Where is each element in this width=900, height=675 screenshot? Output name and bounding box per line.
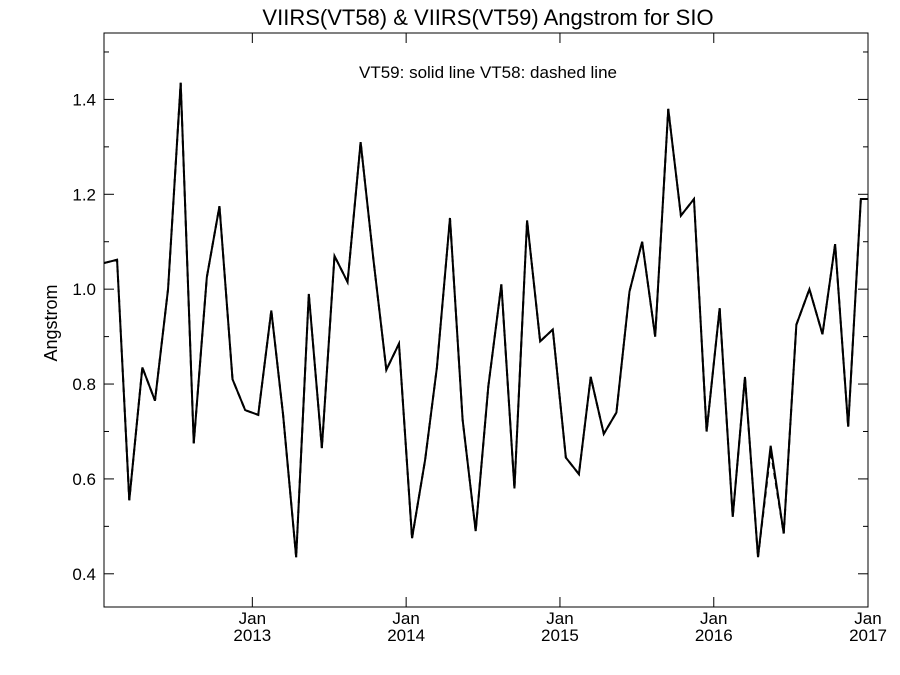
x-tick-year: 2017	[849, 626, 887, 645]
x-tick-year: 2015	[541, 626, 579, 645]
x-tick-year: 2016	[695, 626, 733, 645]
series-line-vt58	[103, 82, 868, 558]
y-axis: 0.4 0.6 0.8 1.0 1.2 1.4	[72, 51, 868, 584]
plot-frame	[103, 32, 869, 608]
y-tick-label: 1.0	[72, 280, 96, 299]
chart-title: VIIRS(VT58) & VIIRS(VT59) Angstrom for S…	[262, 5, 713, 30]
y-tick-label: 0.4	[72, 565, 96, 584]
y-tick-label: 1.2	[72, 185, 96, 204]
x-tick-month: Jan	[854, 609, 881, 628]
y-tick-label: 1.4	[72, 90, 96, 109]
x-tick-month: Jan	[392, 609, 419, 628]
x-tick-month: Jan	[546, 609, 573, 628]
x-tick-month: Jan	[700, 609, 727, 628]
x-tick-month: Jan	[239, 609, 266, 628]
x-tick-year: 2013	[233, 626, 271, 645]
y-axis-label: Angstrom	[41, 284, 61, 361]
series-line-vt59	[103, 82, 868, 558]
y-tick-label: 0.8	[72, 375, 96, 394]
x-tick-year: 2014	[387, 626, 425, 645]
legend-annotation: VT59: solid line VT58: dashed line	[359, 63, 617, 82]
y-tick-label: 0.6	[72, 470, 96, 489]
series-group	[103, 82, 868, 558]
